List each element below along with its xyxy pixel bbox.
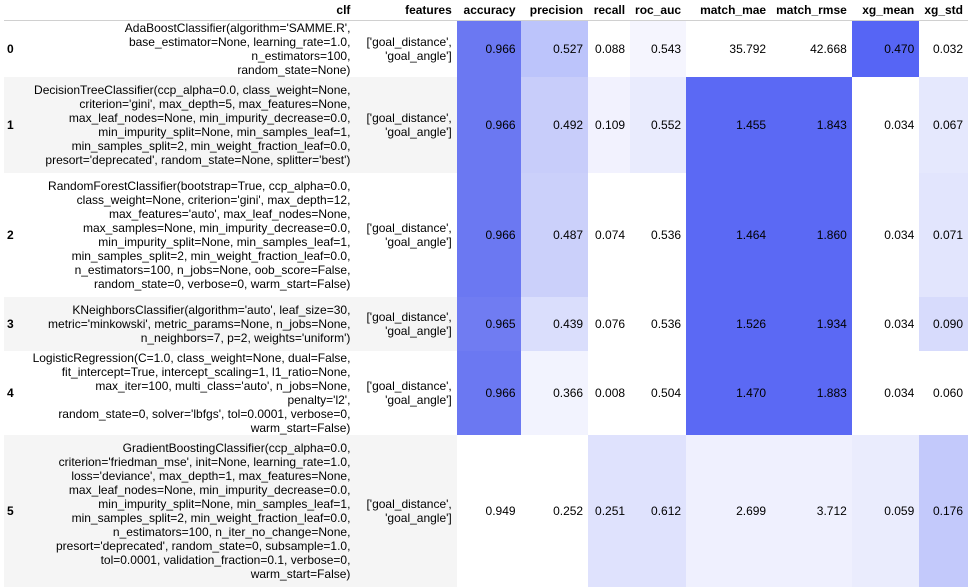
cell-precision: 0.487 (520, 173, 589, 297)
cell-clf: LogisticRegression(C=1.0, class_weight=N… (32, 351, 351, 435)
cell-xg-std: 0.071 (919, 173, 968, 297)
table-row: 4 LogisticRegression(C=1.0, class_weight… (4, 351, 968, 435)
header-features: features (355, 0, 457, 21)
cell-match-rmse: 1.883 (771, 351, 852, 435)
cell-match-mae: 1.526 (686, 297, 772, 351)
cell-recall: 0.074 (588, 173, 631, 297)
cell-precision: 0.527 (520, 20, 589, 77)
cell-match-mae: 2.699 (686, 435, 772, 587)
header-recall: recall (588, 0, 631, 21)
cell-clf: DecisionTreeClassifier(ccp_alpha=0.0, cl… (34, 83, 351, 167)
cell-roc-auc: 0.536 (630, 297, 687, 351)
row-index: 4 (7, 386, 14, 400)
cell-match-rmse: 1.843 (771, 77, 852, 173)
cell-xg-std: 0.176 (919, 435, 968, 587)
cell-match-rmse: 1.934 (771, 297, 852, 351)
cell-features: ['goal_distance', 'goal_angle'] (366, 35, 452, 63)
header-row: clf features accuracy precision recall r… (4, 0, 968, 21)
header-precision: precision (520, 0, 589, 21)
cell-match-rmse: 3.712 (771, 435, 852, 587)
cell-recall: 0.109 (588, 77, 631, 173)
cell-roc-auc: 0.536 (630, 173, 687, 297)
cell-roc-auc: 0.504 (630, 351, 687, 435)
cell-xg-std: 0.060 (919, 351, 968, 435)
row-index: 5 (7, 504, 14, 518)
cell-accuracy: 0.966 (456, 20, 521, 77)
cell-roc-auc: 0.552 (630, 77, 687, 173)
table-row: 5 GradientBoostingClassifier(ccp_alpha=0… (4, 435, 968, 587)
cell-clf: RandomForestClassifier(bootstrap=True, c… (48, 179, 351, 291)
cell-accuracy: 0.966 (456, 173, 521, 297)
header-clf: clf (25, 0, 356, 21)
cell-roc-auc: 0.612 (630, 435, 687, 587)
header-match-mae: match_mae (686, 0, 772, 21)
cell-xg-mean: 0.034 (851, 351, 920, 435)
cell-clf: KNeighborsClassifier(algorithm='auto', l… (48, 303, 351, 345)
row-index: 1 (7, 118, 14, 132)
cell-recall: 0.251 (588, 435, 631, 587)
cell-match-mae: 1.455 (686, 77, 772, 173)
cell-accuracy: 0.966 (456, 351, 521, 435)
cell-precision: 0.439 (520, 297, 589, 351)
cell-precision: 0.492 (520, 77, 589, 173)
table-row: 1 DecisionTreeClassifier(ccp_alpha=0.0, … (4, 77, 968, 173)
cell-xg-std: 0.067 (919, 77, 968, 173)
cell-features: ['goal_distance', 'goal_angle'] (366, 310, 452, 338)
cell-xg-mean: 0.034 (851, 173, 920, 297)
cell-clf: GradientBoostingClassifier(ccp_alpha=0.0… (55, 441, 351, 581)
cell-xg-mean: 0.034 (851, 77, 920, 173)
header-xg-mean: xg_mean (851, 0, 920, 21)
cell-precision: 0.366 (520, 351, 589, 435)
header-index (4, 0, 26, 21)
cell-recall: 0.076 (588, 297, 631, 351)
cell-accuracy: 0.965 (456, 297, 521, 351)
cell-xg-std: 0.090 (919, 297, 968, 351)
cell-accuracy: 0.966 (456, 77, 521, 173)
cell-xg-mean: 0.470 (851, 20, 920, 77)
cell-match-rmse: 42.668 (771, 20, 852, 77)
cell-features: ['goal_distance', 'goal_angle'] (366, 497, 452, 525)
cell-recall: 0.008 (588, 351, 631, 435)
table-row: 3 KNeighborsClassifier(algorithm='auto',… (4, 297, 968, 351)
cell-xg-std: 0.032 (919, 20, 968, 77)
cell-accuracy: 0.949 (456, 435, 521, 587)
cell-recall: 0.088 (588, 20, 631, 77)
cell-match-rmse: 1.860 (771, 173, 852, 297)
cell-features: ['goal_distance', 'goal_angle'] (366, 221, 452, 249)
results-table: clf features accuracy precision recall r… (4, 0, 968, 587)
header-xg-std: xg_std (919, 0, 968, 21)
row-index: 0 (7, 42, 14, 56)
cell-features: ['goal_distance', 'goal_angle'] (366, 111, 452, 139)
table-row: 0 AdaBoostClassifier(algorithm='SAMME.R'… (4, 20, 968, 77)
header-match-rmse: match_rmse (771, 0, 852, 21)
cell-match-mae: 1.464 (686, 173, 772, 297)
cell-match-mae: 1.470 (686, 351, 772, 435)
header-roc-auc: roc_auc (630, 0, 687, 21)
cell-roc-auc: 0.543 (630, 20, 687, 77)
cell-match-mae: 35.792 (686, 20, 772, 77)
row-index: 3 (7, 317, 14, 331)
header-accuracy: accuracy (456, 0, 521, 21)
row-index: 2 (7, 228, 14, 242)
cell-precision: 0.252 (520, 435, 589, 587)
table-row: 2 RandomForestClassifier(bootstrap=True,… (4, 173, 968, 297)
cell-features: ['goal_distance', 'goal_angle'] (366, 379, 452, 407)
cell-clf: AdaBoostClassifier(algorithm='SAMME.R', … (124, 21, 351, 77)
cell-xg-mean: 0.059 (851, 435, 920, 587)
cell-xg-mean: 0.034 (851, 297, 920, 351)
